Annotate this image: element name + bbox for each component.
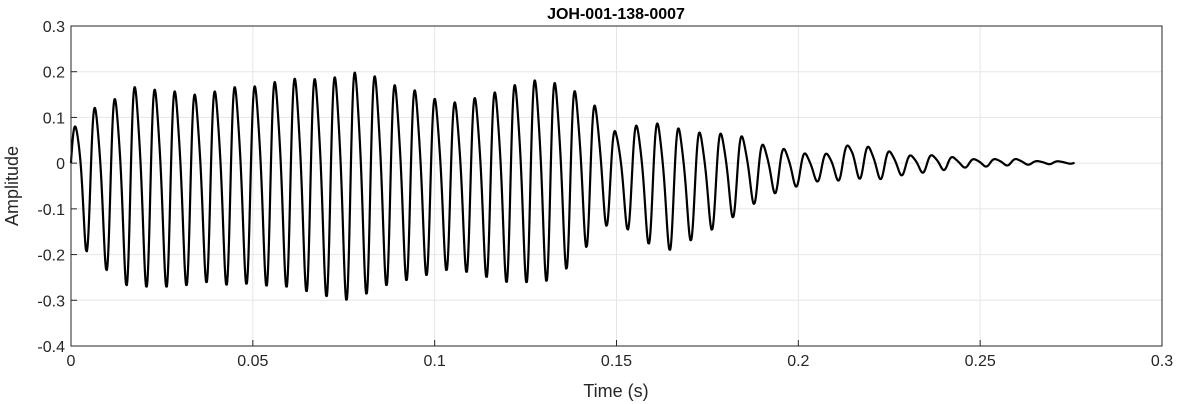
y-tick-label: 0.1 — [43, 110, 65, 127]
x-tick-label: 0 — [67, 353, 76, 370]
y-tick-label: 0 — [56, 156, 65, 173]
series-line — [69, 71, 1076, 301]
x-tick-label: 0.1 — [424, 353, 446, 370]
x-tick-label: 0.15 — [601, 353, 632, 370]
x-ticks: 0 0.05 0.1 0.15 0.2 0.25 0.3 — [67, 340, 1173, 370]
y-axis-label: Amplitude — [2, 146, 22, 226]
y-tick-label: -0.1 — [37, 202, 65, 219]
y-tick-label: 0.3 — [43, 19, 65, 36]
x-tick-label: 0.25 — [965, 353, 996, 370]
y-tick-label: -0.3 — [37, 293, 65, 310]
x-axis-label: Time (s) — [583, 381, 648, 401]
x-tick-label: 0.2 — [787, 353, 809, 370]
y-ticks: -0.4 -0.3 -0.2 -0.1 0 0.1 0.2 0.3 — [37, 19, 77, 356]
y-tick-label: -0.4 — [37, 339, 65, 356]
x-tick-label: 0.05 — [237, 353, 268, 370]
chart-title: JOH-001-138-0007 — [547, 6, 685, 23]
x-tick-label: 0.3 — [1151, 353, 1173, 370]
y-tick-label: -0.2 — [37, 248, 65, 265]
plot-frame — [70, 25, 1163, 347]
y-tick-label: 0.2 — [43, 65, 65, 82]
